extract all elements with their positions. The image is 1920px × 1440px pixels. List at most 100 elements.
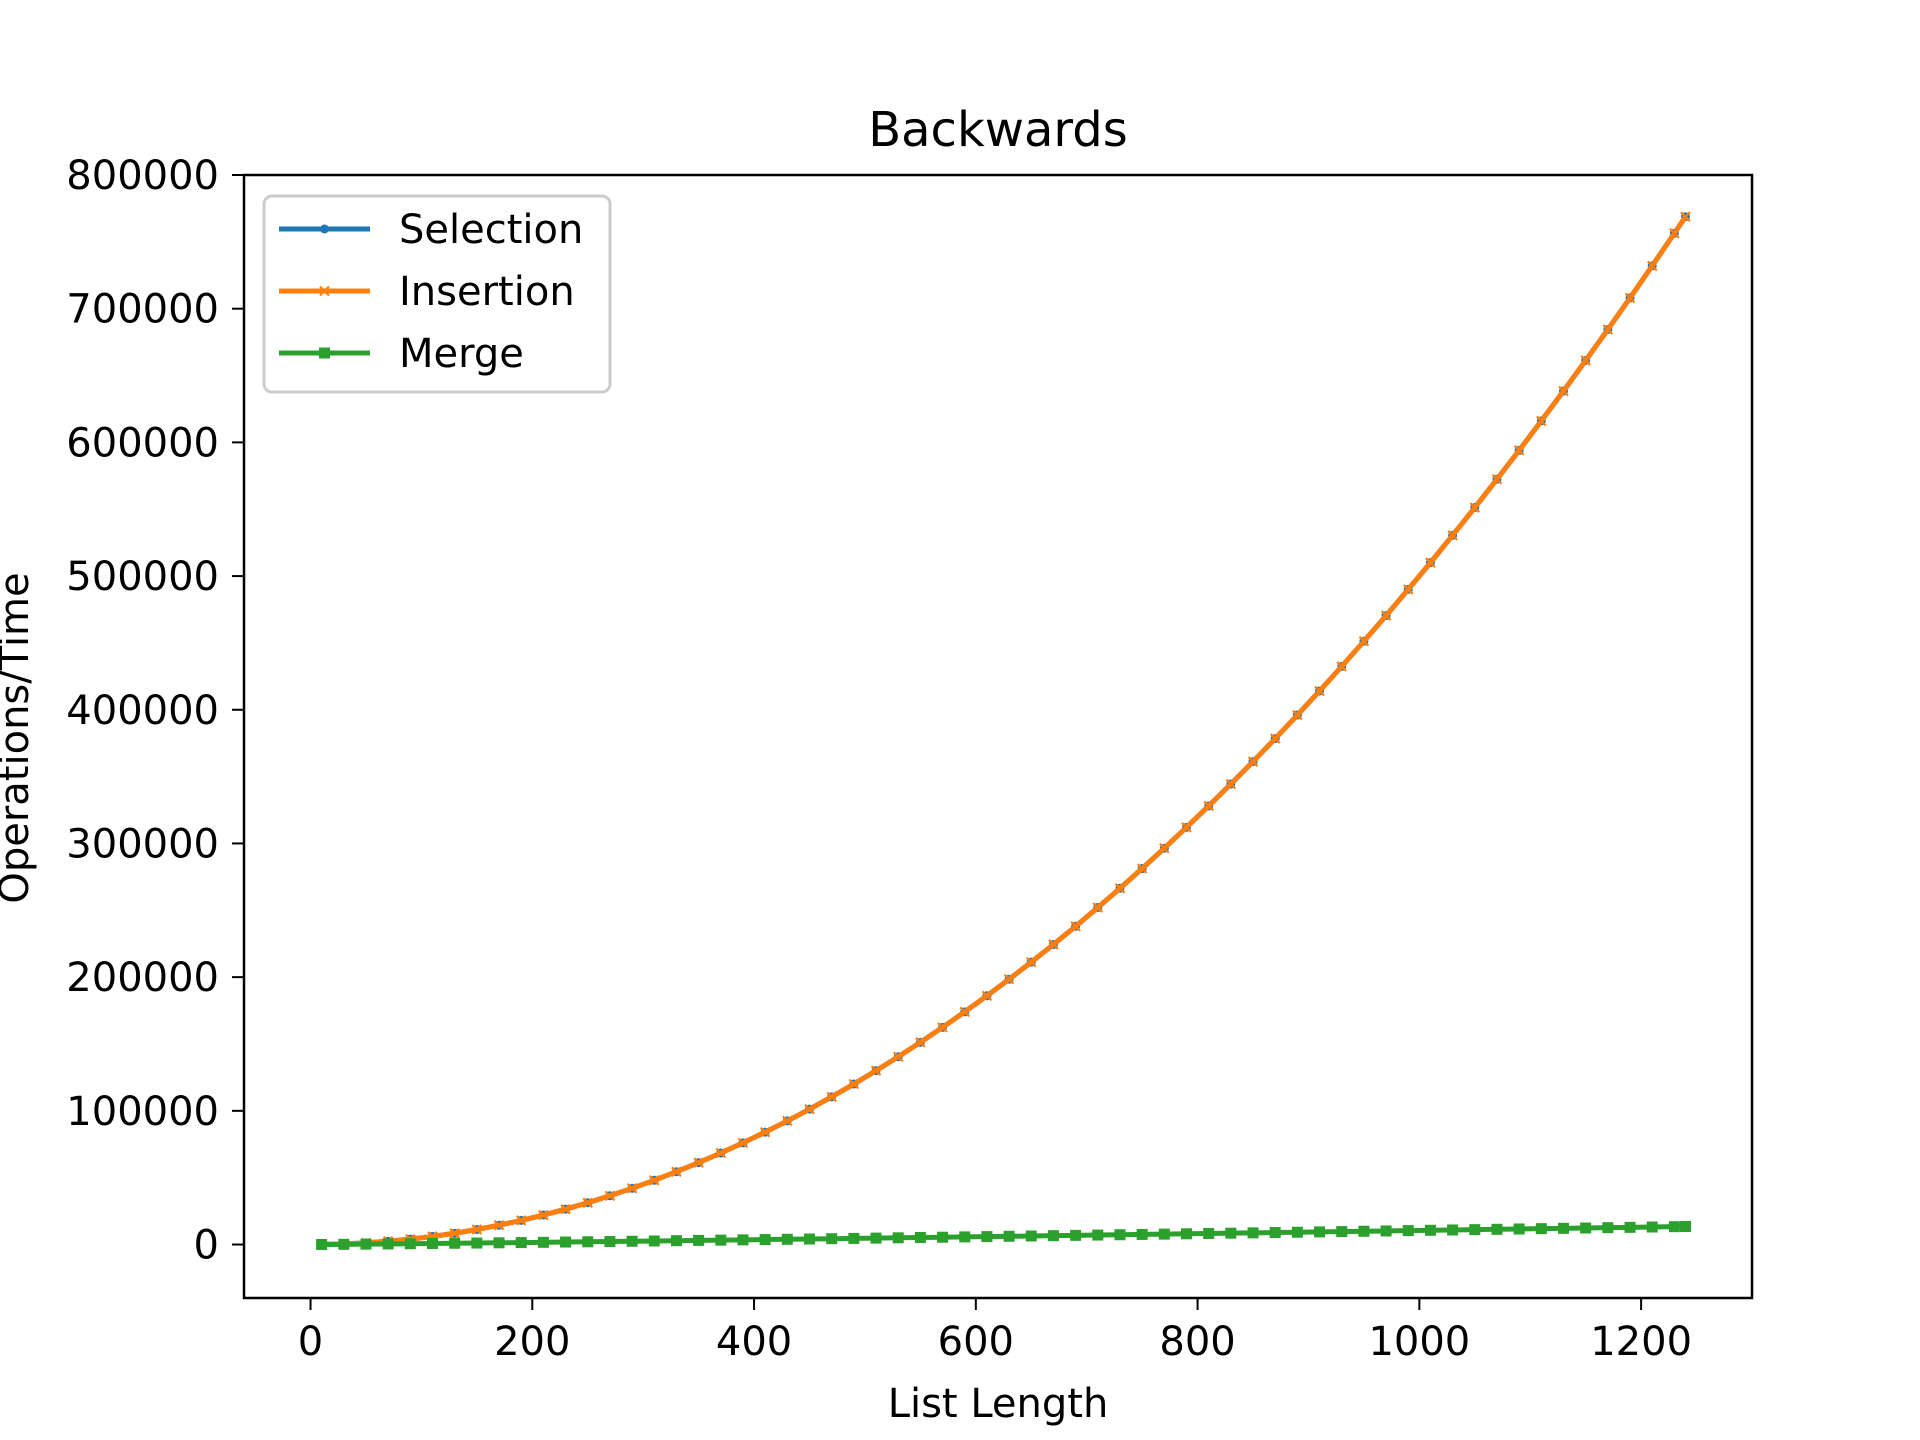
legend-item-insertion: Insertion [279,269,575,315]
data-point-insertion [493,1219,505,1231]
x-tick-label: 1200 [1590,1319,1692,1365]
data-point-insertion [671,1166,682,1178]
data-point-merge [1624,1221,1636,1233]
data-point-merge [693,1234,705,1246]
data-point-insertion [804,1103,815,1115]
data-point-insertion [782,1115,793,1127]
legend-item-selection: Selection [279,207,583,253]
legend-label: Selection [399,207,583,253]
data-point-insertion [1558,385,1569,397]
data-point-merge [449,1237,461,1249]
data-point-merge [1291,1226,1303,1238]
data-point-insertion [560,1203,571,1215]
data-point-merge [648,1235,660,1247]
x-tick-label: 200 [494,1319,570,1365]
data-point-merge [848,1232,860,1244]
data-point-insertion [1114,883,1126,894]
data-point-insertion [1580,355,1591,366]
data-point-merge [626,1235,638,1247]
data-point-insertion [1336,661,1348,672]
data-point-merge [1402,1225,1414,1237]
data-point-insertion [1513,445,1525,456]
data-point-insertion [759,1126,771,1138]
legend-swatch-marker [319,347,330,359]
data-point-merge [1358,1225,1370,1237]
data-point-insertion [1003,973,1015,985]
y-tick-label: 500000 [66,554,219,600]
data-point-merge [404,1238,416,1250]
data-point-insertion [1646,260,1658,272]
data-point-merge [471,1237,483,1249]
legend-swatch-marker [320,224,329,234]
data-point-merge [360,1238,372,1250]
data-point-insertion [1136,863,1148,874]
data-point-insertion [1491,473,1503,485]
data-point-merge [382,1238,394,1250]
data-point-insertion [1602,324,1614,335]
data-point-merge [537,1236,549,1248]
data-point-merge [937,1231,949,1243]
data-point-insertion [1680,211,1691,222]
data-point-insertion [1469,502,1481,513]
data-point-merge [826,1233,838,1245]
data-point-insertion [1092,902,1104,913]
data-point-merge [1679,1221,1691,1233]
data-point-merge [1181,1228,1192,1240]
chart-title: Backwards [868,102,1128,158]
data-point-merge [804,1233,815,1245]
data-point-merge [737,1234,749,1246]
data-point-insertion [1314,685,1325,697]
data-point-insertion [715,1147,727,1159]
data-point-insertion [515,1215,527,1226]
data-point-merge [1269,1227,1281,1239]
legend-items: Selection Insertion Merge [279,207,583,377]
data-point-merge [781,1233,793,1245]
x-tick-label: 600 [938,1319,1014,1365]
y-tick-label: 700000 [66,287,219,333]
y-tick-label: 800000 [66,153,219,199]
data-point-insertion [1425,557,1436,568]
data-point-merge [1646,1221,1658,1233]
legend-label: Merge [399,331,524,377]
data-point-merge [604,1236,616,1248]
data-point-insertion [449,1227,460,1239]
data-point-insertion [870,1065,882,1076]
data-point-insertion [1159,842,1170,854]
data-point-merge [1203,1227,1215,1239]
data-point-merge [1580,1222,1592,1234]
data-point-merge [1158,1228,1170,1240]
legend-frame [262,194,612,394]
data-point-insertion [1203,800,1214,812]
data-point-merge [515,1237,527,1249]
data-point-merge [316,1238,328,1250]
data-point-merge [914,1232,926,1244]
x-tick-label: 800 [1159,1319,1235,1365]
y-tick-label: 0 [194,1223,219,1269]
data-point-insertion [1070,920,1081,932]
y-tick-label: 600000 [66,420,219,466]
data-point-insertion [1269,733,1281,744]
data-point-insertion [1402,584,1414,595]
y-axis-title: Operations/Time [0,572,38,903]
data-point-merge [338,1238,350,1250]
data-point-insertion [648,1175,660,1186]
data-point-insertion [892,1051,904,1063]
data-point-merge [959,1231,971,1243]
data-point-merge [1047,1230,1059,1242]
legend-label: Insertion [399,269,575,315]
data-point-merge [1136,1228,1148,1240]
data-point-merge [1003,1230,1015,1242]
data-point-merge [1070,1229,1082,1241]
data-point-merge [560,1236,572,1248]
data-point-merge [1225,1227,1237,1239]
data-point-insertion [1536,415,1547,427]
data-point-insertion [1025,956,1037,968]
data-point-insertion [1669,227,1680,239]
x-tick-label: 1000 [1368,1319,1470,1365]
data-point-merge [1535,1223,1547,1235]
data-point-merge [870,1232,882,1244]
data-point-merge [981,1231,993,1243]
data-point-merge [1247,1227,1259,1239]
x-tick-label: 0 [298,1319,323,1365]
